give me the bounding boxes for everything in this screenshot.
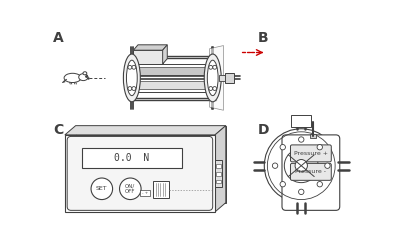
Polygon shape — [210, 46, 224, 110]
Circle shape — [272, 163, 278, 168]
Circle shape — [132, 86, 136, 90]
Bar — [133, 50, 163, 64]
Circle shape — [209, 65, 213, 69]
Circle shape — [325, 163, 330, 168]
FancyBboxPatch shape — [282, 135, 340, 210]
Circle shape — [128, 86, 132, 90]
Ellipse shape — [64, 73, 81, 83]
Circle shape — [298, 137, 304, 142]
Bar — [76, 126, 226, 203]
Bar — [215, 160, 222, 187]
Circle shape — [209, 86, 213, 90]
Bar — [132, 81, 213, 89]
FancyBboxPatch shape — [67, 136, 213, 210]
Circle shape — [213, 86, 217, 90]
Ellipse shape — [204, 54, 221, 102]
Ellipse shape — [126, 60, 137, 96]
Ellipse shape — [207, 60, 218, 96]
Circle shape — [317, 182, 322, 187]
Bar — [132, 67, 213, 75]
Text: ON/
OFF: ON/ OFF — [125, 184, 136, 194]
FancyBboxPatch shape — [290, 163, 331, 180]
Circle shape — [132, 65, 136, 69]
Circle shape — [128, 65, 132, 69]
Ellipse shape — [79, 74, 88, 81]
Bar — [310, 134, 316, 138]
Polygon shape — [215, 126, 226, 212]
Polygon shape — [65, 126, 226, 135]
Bar — [65, 135, 215, 212]
Circle shape — [295, 159, 308, 172]
Bar — [82, 148, 182, 168]
Bar — [219, 75, 225, 81]
Circle shape — [298, 189, 304, 195]
Bar — [140, 190, 150, 196]
Text: Pressure -: Pressure - — [295, 169, 326, 174]
Circle shape — [213, 65, 217, 69]
Text: 0.0  N: 0.0 N — [114, 153, 150, 163]
Circle shape — [120, 178, 141, 200]
Circle shape — [280, 182, 286, 187]
Circle shape — [280, 145, 286, 150]
Text: Pressure +: Pressure + — [294, 151, 328, 156]
FancyBboxPatch shape — [290, 145, 331, 162]
Text: C: C — [53, 123, 64, 137]
Text: A: A — [53, 31, 64, 45]
Text: SET: SET — [96, 186, 108, 191]
Bar — [154, 181, 169, 198]
Bar — [216, 180, 221, 184]
Circle shape — [91, 178, 113, 200]
Bar — [216, 172, 221, 176]
Polygon shape — [133, 45, 167, 50]
Bar — [225, 73, 234, 83]
Circle shape — [284, 149, 318, 183]
Text: D: D — [257, 123, 269, 137]
Ellipse shape — [83, 72, 87, 75]
Bar — [291, 115, 311, 127]
Text: B: B — [257, 31, 268, 45]
Circle shape — [317, 145, 322, 150]
Polygon shape — [163, 45, 167, 64]
Ellipse shape — [123, 54, 140, 102]
Circle shape — [264, 129, 338, 203]
Text: - +: - + — [142, 191, 148, 196]
Bar — [216, 164, 221, 168]
